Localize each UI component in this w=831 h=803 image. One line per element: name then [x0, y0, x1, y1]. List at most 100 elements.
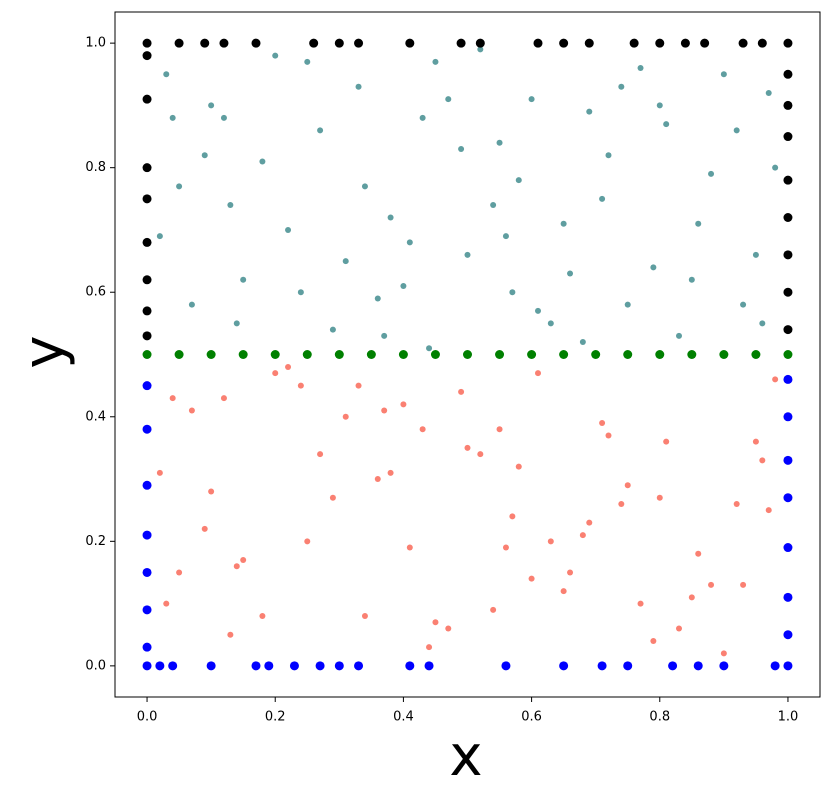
point: [188, 301, 195, 308]
point: [220, 114, 227, 121]
point: [759, 320, 766, 327]
point: [527, 350, 537, 359]
point: [738, 38, 748, 48]
point: [772, 376, 779, 383]
point: [502, 544, 509, 551]
point: [464, 444, 471, 451]
point: [240, 276, 247, 283]
point: [142, 163, 152, 173]
point: [687, 350, 697, 359]
point: [238, 350, 248, 359]
point: [559, 38, 569, 48]
point: [329, 494, 336, 501]
point: [142, 605, 152, 615]
point: [142, 194, 152, 204]
point: [419, 114, 426, 121]
point: [432, 58, 439, 65]
point: [579, 339, 586, 346]
point: [599, 420, 606, 426]
point: [142, 530, 152, 540]
point: [770, 661, 780, 671]
point: [535, 307, 541, 314]
point: [656, 494, 663, 501]
point: [169, 114, 176, 121]
point: [783, 132, 793, 142]
point: [528, 96, 535, 103]
point: [783, 493, 793, 503]
point: [720, 71, 727, 78]
point: [495, 350, 505, 359]
point: [398, 350, 408, 359]
point: [342, 413, 349, 420]
point: [142, 480, 152, 490]
x-tick-label: 0.4: [393, 710, 414, 725]
point: [560, 220, 567, 227]
point: [637, 600, 644, 607]
point: [783, 630, 793, 640]
point: [597, 661, 607, 671]
point: [354, 38, 364, 48]
point: [733, 127, 740, 134]
point: [334, 661, 344, 671]
point: [783, 69, 793, 79]
point: [515, 177, 522, 184]
point: [752, 251, 759, 258]
point: [201, 152, 208, 159]
point: [655, 38, 665, 48]
x-tick-label: 0.2: [265, 710, 286, 725]
point: [405, 38, 415, 48]
point: [142, 306, 152, 316]
point: [463, 350, 472, 359]
point: [240, 557, 247, 563]
point: [361, 183, 368, 190]
point: [155, 661, 165, 671]
point: [783, 250, 793, 260]
point: [475, 38, 485, 48]
point: [227, 631, 234, 638]
point: [688, 276, 695, 283]
point: [374, 295, 381, 302]
point: [163, 600, 170, 607]
point: [719, 661, 729, 671]
point: [430, 350, 440, 359]
point: [168, 661, 178, 671]
point: [783, 455, 793, 465]
x-axis-label: x: [449, 724, 482, 789]
point: [663, 121, 670, 128]
point: [783, 374, 793, 384]
point: [285, 363, 292, 370]
point: [783, 661, 793, 671]
point: [208, 102, 215, 109]
point: [374, 476, 381, 483]
point: [783, 38, 793, 48]
point: [458, 146, 465, 152]
point: [783, 592, 793, 602]
point: [490, 606, 497, 613]
point: [317, 127, 324, 134]
point: [233, 320, 240, 327]
point: [142, 381, 152, 391]
point: [456, 38, 466, 48]
point: [220, 395, 227, 402]
point: [547, 320, 554, 327]
point: [668, 661, 678, 671]
point: [751, 350, 761, 359]
point: [759, 457, 766, 464]
point: [142, 51, 152, 61]
point: [174, 38, 184, 48]
point: [426, 345, 433, 352]
point: [695, 220, 702, 227]
point: [208, 488, 215, 495]
point: [142, 237, 152, 247]
point: [496, 139, 503, 146]
point: [496, 426, 503, 433]
point: [740, 301, 747, 308]
point: [206, 661, 216, 671]
point: [765, 507, 772, 514]
point: [650, 264, 657, 271]
point: [142, 642, 152, 652]
point: [599, 195, 606, 202]
point: [272, 370, 279, 377]
point: [400, 401, 407, 408]
plot-frame: [114, 11, 821, 698]
